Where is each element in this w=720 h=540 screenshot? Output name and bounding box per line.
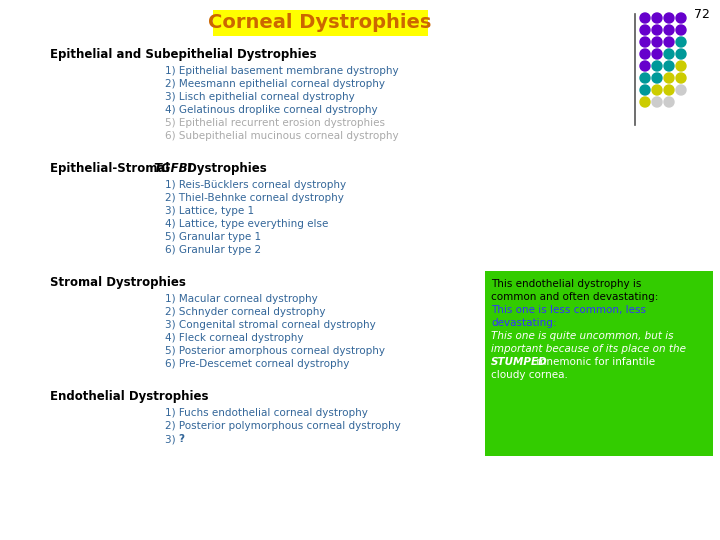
Text: 4) Lattice, type everything else: 4) Lattice, type everything else [165, 219, 328, 229]
Text: 3) Lattice, type 1: 3) Lattice, type 1 [165, 206, 254, 216]
Circle shape [664, 97, 674, 107]
Text: Stromal Dystrophies: Stromal Dystrophies [50, 276, 186, 289]
Text: 6) Subepithelial mucinous corneal dystrophy: 6) Subepithelial mucinous corneal dystro… [165, 131, 399, 141]
Text: 72: 72 [694, 8, 710, 21]
Text: Epithelial-Stromal: Epithelial-Stromal [50, 162, 174, 175]
Text: 6) Pre-Descemet corneal dystrophy: 6) Pre-Descemet corneal dystrophy [165, 359, 349, 369]
Text: 3) Lisch epithelial corneal dystrophy: 3) Lisch epithelial corneal dystrophy [165, 92, 355, 102]
Text: ?: ? [178, 434, 184, 444]
Text: 3) Congenital stromal corneal dystrophy: 3) Congenital stromal corneal dystrophy [165, 320, 376, 330]
Text: devastating:: devastating: [491, 318, 557, 328]
Circle shape [664, 25, 674, 35]
Circle shape [664, 61, 674, 71]
Circle shape [676, 85, 686, 95]
Circle shape [676, 49, 686, 59]
Text: 3): 3) [165, 434, 179, 444]
Circle shape [640, 97, 650, 107]
Circle shape [676, 61, 686, 71]
Text: Dystrophies: Dystrophies [183, 162, 266, 175]
Text: Corneal Dystrophies: Corneal Dystrophies [208, 14, 432, 32]
Circle shape [676, 25, 686, 35]
Circle shape [664, 85, 674, 95]
Circle shape [652, 49, 662, 59]
Text: common and often devastating:: common and often devastating: [491, 292, 658, 302]
FancyBboxPatch shape [212, 10, 428, 36]
Circle shape [640, 13, 650, 23]
Circle shape [664, 49, 674, 59]
Circle shape [640, 25, 650, 35]
Text: This endothelial dystrophy is: This endothelial dystrophy is [491, 279, 642, 289]
Text: 6) Granular type 2: 6) Granular type 2 [165, 245, 261, 255]
Text: STUMPED: STUMPED [491, 357, 548, 367]
Text: 5) Epithelial recurrent erosion dystrophies: 5) Epithelial recurrent erosion dystroph… [165, 118, 385, 128]
Circle shape [652, 61, 662, 71]
Text: 1) Fuchs endothelial corneal dystrophy: 1) Fuchs endothelial corneal dystrophy [165, 408, 368, 418]
Text: 2) Posterior polymorphous corneal dystrophy: 2) Posterior polymorphous corneal dystro… [165, 421, 401, 431]
Text: 1) Macular corneal dystrophy: 1) Macular corneal dystrophy [165, 294, 318, 304]
Text: This one is quite uncommon, but is: This one is quite uncommon, but is [491, 331, 673, 341]
Circle shape [640, 49, 650, 59]
Text: Endothelial Dystrophies: Endothelial Dystrophies [50, 390, 209, 403]
Circle shape [652, 85, 662, 95]
Text: cloudy cornea.: cloudy cornea. [491, 370, 568, 380]
FancyBboxPatch shape [485, 271, 713, 456]
Circle shape [640, 73, 650, 83]
Circle shape [664, 73, 674, 83]
Circle shape [652, 73, 662, 83]
Text: 5) Posterior amorphous corneal dystrophy: 5) Posterior amorphous corneal dystrophy [165, 346, 385, 356]
Text: 5) Granular type 1: 5) Granular type 1 [165, 232, 261, 242]
Circle shape [652, 37, 662, 47]
Circle shape [664, 37, 674, 47]
Text: 4) Gelatinous droplike corneal dystrophy: 4) Gelatinous droplike corneal dystrophy [165, 105, 377, 115]
Circle shape [652, 25, 662, 35]
Text: important because of its place on the: important because of its place on the [491, 344, 686, 354]
Text: Epithelial and Subepithelial Dystrophies: Epithelial and Subepithelial Dystrophies [50, 48, 317, 61]
Text: 2) Meesmann epithelial corneal dystrophy: 2) Meesmann epithelial corneal dystrophy [165, 79, 385, 89]
Text: mnemonic for infantile: mnemonic for infantile [533, 357, 655, 367]
Circle shape [640, 61, 650, 71]
Circle shape [676, 13, 686, 23]
Circle shape [652, 13, 662, 23]
Circle shape [676, 37, 686, 47]
Circle shape [640, 85, 650, 95]
Text: 1) Reis-Bücklers corneal dystrophy: 1) Reis-Bücklers corneal dystrophy [165, 180, 346, 190]
Circle shape [676, 73, 686, 83]
Circle shape [640, 37, 650, 47]
Text: TGFBI: TGFBI [153, 162, 192, 175]
Text: 1) Epithelial basement membrane dystrophy: 1) Epithelial basement membrane dystroph… [165, 66, 399, 76]
Text: This one is less common, less: This one is less common, less [491, 305, 646, 315]
Text: 2) Schnyder corneal dystrophy: 2) Schnyder corneal dystrophy [165, 307, 325, 317]
Circle shape [652, 97, 662, 107]
Text: 4) Fleck corneal dystrophy: 4) Fleck corneal dystrophy [165, 333, 304, 343]
Text: 2) Thiel-Behnke corneal dystrophy: 2) Thiel-Behnke corneal dystrophy [165, 193, 344, 203]
Circle shape [664, 13, 674, 23]
